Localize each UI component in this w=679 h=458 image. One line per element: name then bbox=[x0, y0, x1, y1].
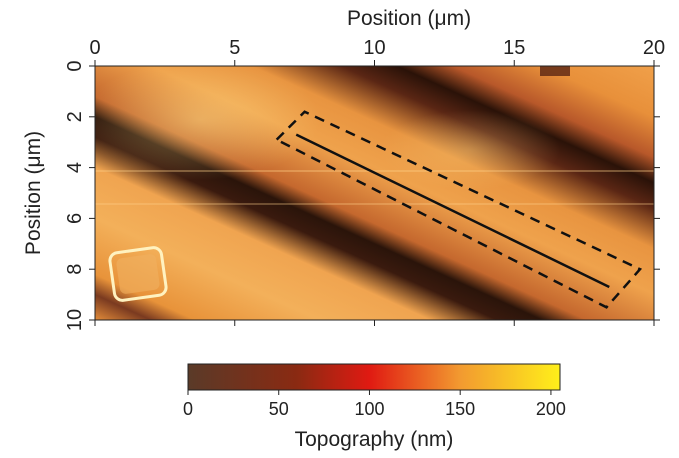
colorbar-tick-label: 150 bbox=[445, 399, 475, 419]
x-axis-label: Position (μm) bbox=[347, 7, 471, 30]
heatmap-surface bbox=[95, 66, 654, 320]
profile-region bbox=[274, 110, 643, 309]
particle bbox=[108, 246, 168, 302]
x-axis: 0 5 10 15 20 bbox=[89, 37, 665, 326]
y-tick-label: 0 bbox=[64, 60, 86, 71]
x-tick-label: 0 bbox=[89, 37, 100, 59]
x-tick-label: 15 bbox=[503, 37, 525, 59]
colorbar-tick-label: 100 bbox=[354, 399, 384, 419]
x-tick-label: 10 bbox=[363, 37, 385, 59]
y-axis-label: Position (μm) bbox=[22, 131, 45, 255]
colorbar-tick-label: 200 bbox=[536, 399, 566, 419]
x-tick-label: 5 bbox=[229, 37, 240, 59]
y-tick-label: 2 bbox=[64, 111, 86, 122]
x-tick-label: 20 bbox=[643, 37, 665, 59]
colorbar-axis: 0 50 100 150 200 bbox=[183, 390, 566, 419]
y-tick-label: 8 bbox=[64, 264, 86, 275]
colorbar bbox=[187, 363, 561, 391]
colorbar-label: Topography (nm) bbox=[295, 428, 454, 451]
y-tick-label: 10 bbox=[64, 309, 86, 331]
annotations bbox=[274, 110, 643, 309]
y-tick-label: 6 bbox=[64, 213, 86, 224]
colorbar-tick-label: 50 bbox=[269, 399, 289, 419]
profile-line bbox=[295, 133, 610, 289]
colorbar-tick-label: 0 bbox=[183, 399, 193, 419]
y-tick-label: 4 bbox=[64, 162, 86, 173]
y-axis: 0 2 4 6 8 10 bbox=[64, 60, 660, 331]
